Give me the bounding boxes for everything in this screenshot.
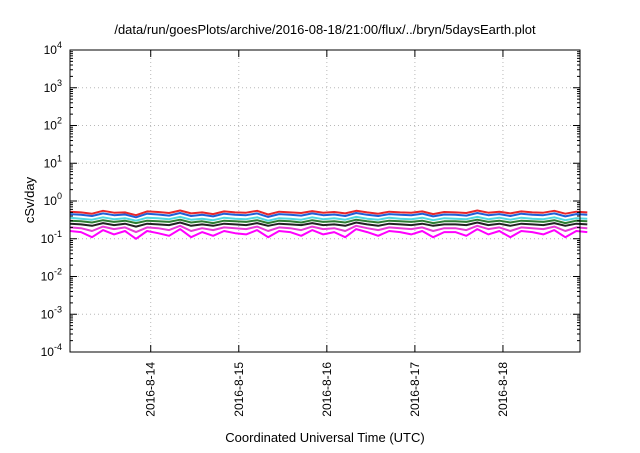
- y-tick-label: 102: [44, 116, 62, 133]
- series-line-4: [69, 218, 588, 225]
- y-tick-label: 10-3: [41, 304, 62, 321]
- x-tick-label: 2016-8-18: [496, 362, 510, 417]
- series-line-5: [69, 221, 588, 228]
- y-axis-label: cSv/day: [22, 176, 37, 223]
- series-layer: [69, 209, 588, 240]
- y-tick-label: 10-2: [41, 267, 62, 284]
- x-tick-label: 2016-8-17: [408, 362, 422, 417]
- grid: [70, 50, 580, 352]
- x-tick-label: 2016-8-15: [232, 362, 246, 417]
- y-tick-label: 100: [44, 191, 62, 208]
- series-line-3: [69, 215, 588, 222]
- x-tick-label: 2016-8-14: [144, 362, 158, 417]
- series-line-7: [69, 228, 588, 240]
- series-line-2: [69, 212, 588, 219]
- series-line-1: [69, 209, 588, 217]
- y-tick-label: 103: [44, 78, 62, 95]
- x-tick-label: 2016-8-16: [320, 362, 334, 417]
- x-axis-label: Coordinated Universal Time (UTC): [225, 430, 424, 445]
- y-tick-label: 10-1: [41, 229, 62, 246]
- chart-title: /data/run/goesPlots/archive/2016-08-18/2…: [114, 22, 536, 37]
- y-tick-label: 10-4: [41, 342, 62, 359]
- x-ticks: 2016-8-14 2016-8-15 2016-8-16 2016-8-17 2016…: [144, 50, 510, 417]
- y-tick-label: 101: [44, 153, 62, 170]
- y-ticks: 10-4 10-3 10-2 10-1 100 101 102 103 104: [41, 40, 580, 359]
- series-line-6: [69, 224, 588, 234]
- y-tick-label: 104: [44, 40, 62, 57]
